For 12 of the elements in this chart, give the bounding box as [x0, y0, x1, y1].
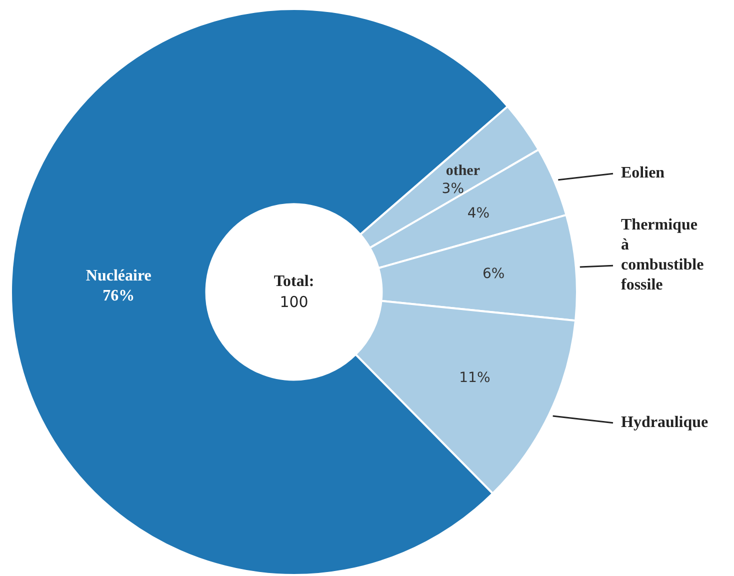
slice-label: Nucléaire [86, 267, 152, 284]
data-label: 6% [482, 266, 505, 282]
slice-label: Hydraulique [621, 414, 708, 432]
data-label: 3% [442, 181, 464, 198]
slice-label: Eolien [621, 164, 665, 182]
data-label: 11% [459, 370, 490, 386]
slice-label: Thermique à combustible fossile [621, 216, 704, 294]
text: 100 [280, 292, 308, 311]
text: Total: [274, 273, 314, 290]
data-label: 4% [467, 205, 490, 222]
slice-label: other [446, 163, 480, 180]
data-label: 76% [102, 287, 135, 304]
